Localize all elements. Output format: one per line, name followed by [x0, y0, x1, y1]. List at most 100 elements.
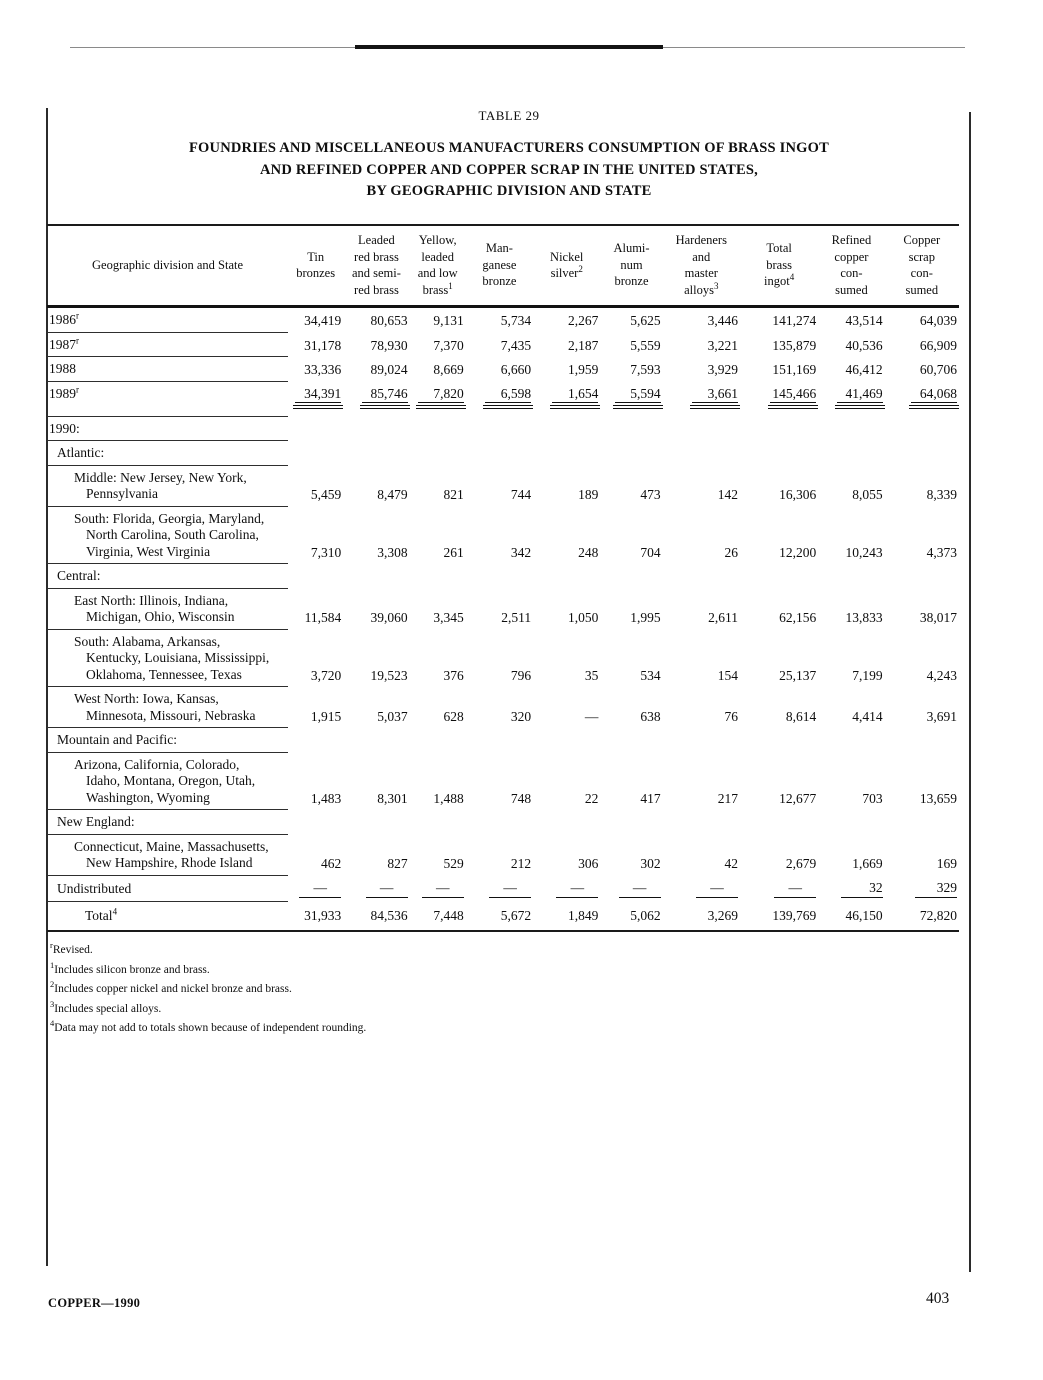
- cell-value: 10,243: [845, 544, 883, 560]
- footnote-text: Data may not add to totals shown because…: [54, 1022, 367, 1034]
- cell-value: 3,308: [377, 544, 408, 560]
- cell-value: 141,274: [772, 313, 817, 328]
- cell-value: 320: [510, 708, 532, 724]
- footnote: 1Includes silicon bronze and brass.: [50, 959, 959, 981]
- cell-value: 84,536: [370, 908, 408, 923]
- cell-value: 376: [443, 667, 464, 683]
- cell-value: 66,909: [919, 337, 957, 353]
- cell-value: [466, 810, 533, 835]
- table-header: Geographic division and State Tin bronzes L…: [47, 225, 959, 308]
- row-label: East North: Illinois, Indiana, Michigan, …: [47, 588, 289, 630]
- page-number: 403: [926, 1290, 950, 1307]
- cell-value: [663, 564, 740, 589]
- row-label: Undistributed: [47, 875, 289, 902]
- page-top-rule-bold-segment: [355, 45, 663, 49]
- title-block: TABLE 29 FOUNDRIES AND MISCELLANEOUS MAN…: [47, 108, 971, 203]
- cell-value: 16,306: [779, 487, 817, 502]
- cell-value: 2,679: [785, 856, 817, 871]
- cell-value: 1,849: [567, 908, 599, 923]
- cell-value: [466, 728, 533, 753]
- cell-value: 5,459: [310, 487, 342, 502]
- column-header: Total brass ingot4: [739, 225, 819, 308]
- cell-value: 19,523: [370, 667, 408, 683]
- cell-value: 261: [443, 544, 464, 560]
- cell-value: 13,659: [919, 790, 957, 806]
- cell-value: [343, 564, 409, 589]
- column-header: Alumi-num bronze: [600, 225, 663, 308]
- footnote-marker: 1: [50, 959, 55, 970]
- cell-value: [288, 564, 343, 589]
- cell-value: 5,672: [500, 908, 532, 923]
- cell-value: 154: [717, 667, 738, 683]
- cell-value: 12,677: [779, 790, 817, 806]
- cell-value: 41,469: [818, 381, 885, 416]
- cell-value: 3,720: [310, 667, 342, 683]
- cell-value: 7,370: [433, 337, 464, 353]
- cell-value: 39,060: [370, 610, 408, 625]
- cell-value: 7,448: [433, 908, 464, 923]
- cell-value: [343, 441, 409, 466]
- cell-value: 7,435: [500, 337, 532, 353]
- cell-value: 8,055: [852, 487, 883, 502]
- table-row: New England:: [47, 809, 959, 835]
- table-row: East North: Illinois, Indiana, Michigan, …: [47, 588, 959, 630]
- cell-value: 43,514: [845, 313, 883, 328]
- row-label: Connecticut, Maine, Massachusetts, New Ha…: [47, 834, 289, 876]
- cell-value: [818, 416, 884, 441]
- row-label: Central:: [47, 563, 289, 589]
- row-label: Arizona, California, Colorado, Idaho, Mon…: [47, 752, 289, 810]
- cell-value: 8,301: [377, 790, 408, 806]
- cell-value: 6,598: [466, 381, 534, 416]
- cell-value: 142: [717, 487, 738, 502]
- column-header: Man-ganese bronze: [465, 225, 534, 308]
- cell-value: [600, 728, 662, 753]
- cell-value: 1,959: [567, 362, 599, 377]
- cell-value: 139,769: [772, 908, 817, 923]
- cell-value: 1,915: [310, 708, 342, 724]
- cell-value: 189: [578, 487, 599, 502]
- cell-value: 8,339: [926, 487, 957, 502]
- row-label: South: Alabama, Arkansas, Kentucky, Louis…: [47, 629, 289, 687]
- table-number: TABLE 29: [478, 108, 540, 123]
- cell-value: 302: [640, 856, 661, 871]
- table-row: 1989r 34,391 85,746 7,820 6,598 1,654 5,594 3,6…: [47, 381, 959, 417]
- cell-value: 6,660: [500, 362, 532, 377]
- table-row: West North: Iowa, Kansas, Minnesota, Miss…: [47, 686, 959, 728]
- cell-value: [818, 564, 884, 589]
- cell-value: —: [600, 875, 662, 901]
- column-header: Leaded red brass and semi-red brass: [343, 225, 410, 308]
- footnote-marker: r: [50, 940, 53, 951]
- cell-value: [818, 728, 884, 753]
- table-row: Middle: New Jersey, New York, Pennsylvani…: [47, 465, 959, 507]
- cell-value: [663, 810, 740, 835]
- cell-value: [533, 416, 600, 441]
- cell-value: [740, 564, 818, 589]
- cell-value: 1,483: [310, 790, 342, 806]
- cell-value: 5,594: [600, 381, 663, 416]
- row-label: West North: Iowa, Kansas, Minnesota, Miss…: [47, 686, 289, 728]
- cell-value: 62,156: [779, 610, 817, 625]
- row-label: 1989r: [47, 381, 289, 417]
- column-header: Yellow, leaded and low brass1: [409, 225, 466, 308]
- cell-value: —: [343, 875, 409, 901]
- cell-value: [343, 728, 409, 753]
- cell-value: 40,536: [845, 337, 883, 353]
- cell-value: 11,584: [304, 610, 342, 625]
- cell-value: 32: [818, 875, 884, 901]
- cell-value: 5,062: [630, 908, 661, 923]
- footnote: 2Includes copper nickel and nickel bronz…: [50, 980, 959, 1000]
- cell-value: 38,017: [919, 610, 957, 625]
- cell-value: 33,336: [304, 362, 342, 377]
- cell-value: 744: [510, 487, 532, 502]
- footnote-text: Includes silicon bronze and brass.: [54, 963, 210, 976]
- table-row: Atlantic:: [47, 440, 959, 466]
- cell-value: 7,199: [852, 667, 883, 683]
- consumption-table: Geographic division and State Tin bronzes L…: [47, 224, 959, 932]
- cell-value: 85,746: [343, 381, 410, 416]
- cell-value: 8,479: [377, 487, 408, 502]
- cell-value: 5,559: [630, 337, 661, 353]
- cell-value: 1,669: [852, 856, 883, 871]
- table-region: Geographic division and State Tin bronzes L…: [47, 224, 959, 1039]
- table-row: Connecticut, Maine, Massachusetts, New Ha…: [47, 834, 959, 876]
- cell-value: 31,933: [304, 908, 342, 923]
